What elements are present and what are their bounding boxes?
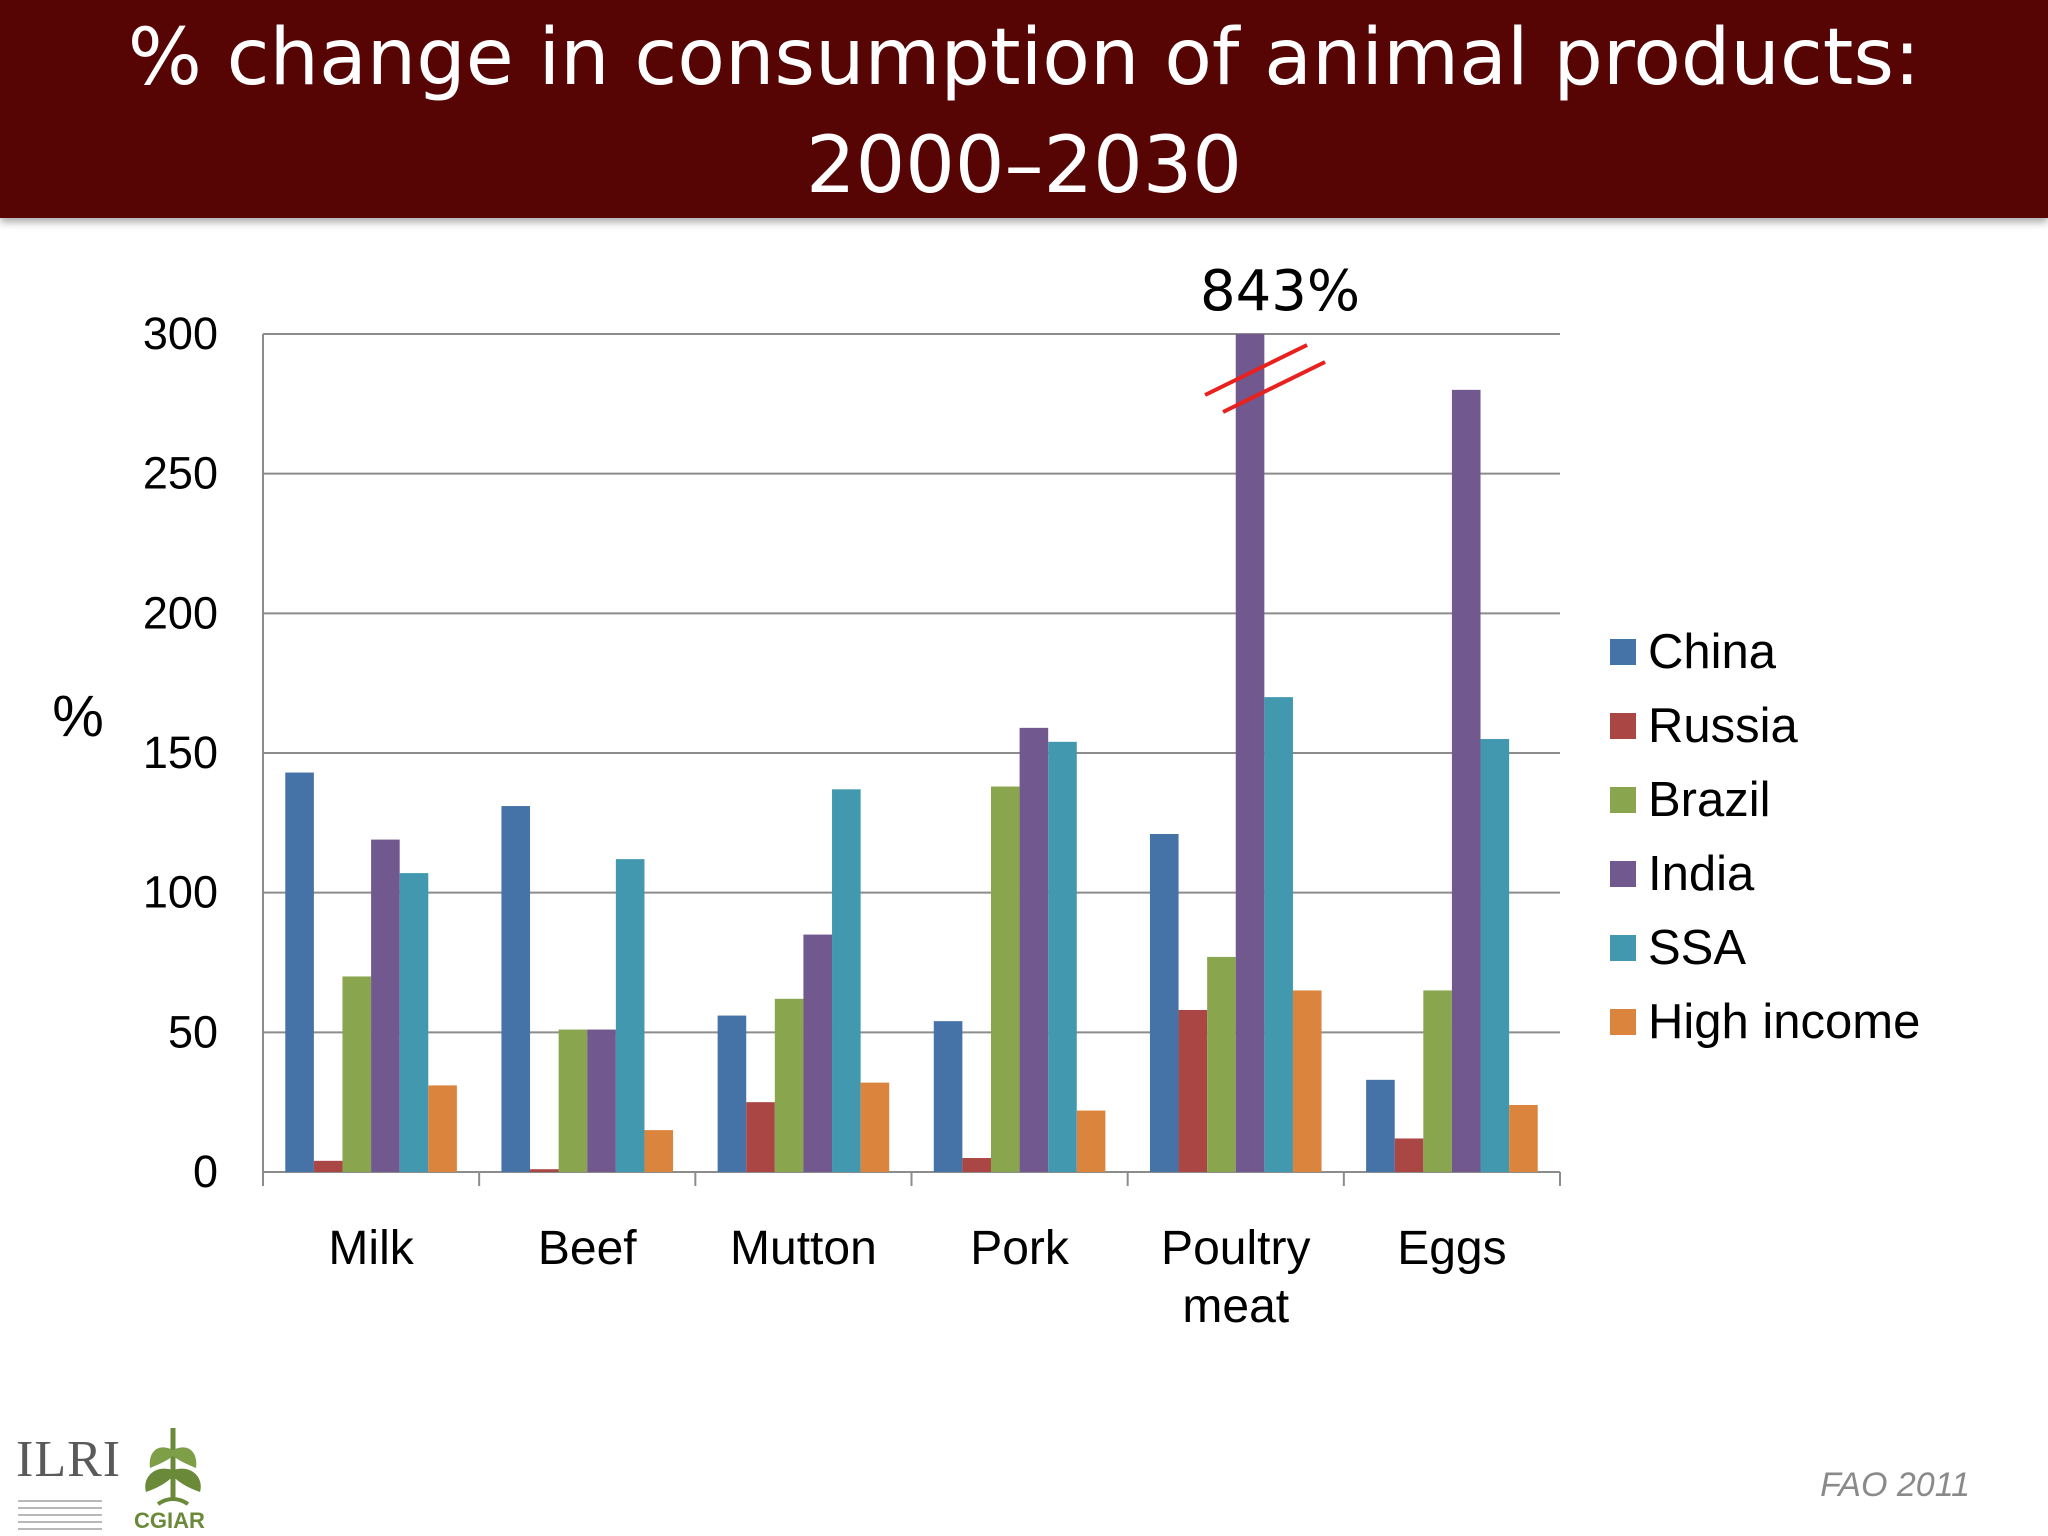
bar-mutton-india [803,934,833,1172]
legend-swatch [1610,861,1636,887]
legend-label: Brazil [1648,773,1771,827]
bar-eggs-russia [1394,1138,1424,1172]
bar-milk-india [371,839,400,1172]
x-tick-label-pork: Pork [970,1222,1070,1275]
legend-swatch [1610,935,1636,961]
bar-poultry-meat-india [1235,334,1265,1172]
bar-milk-russia [313,1160,343,1172]
ilri-logo: ILRI [16,1431,122,1488]
legend-item-russia: Russia [1610,689,1920,763]
legend-item-ssa: SSA [1610,911,1920,985]
title-bar: % change in consumption of animal produc… [0,0,2048,218]
bar-eggs-brazil [1423,990,1452,1172]
legend-item-brazil: Brazil [1610,763,1920,837]
bar-pork-high-income [1076,1110,1106,1172]
bar-mutton-high-income [860,1082,890,1172]
bar-eggs-ssa [1480,739,1510,1172]
bar-beef-ssa [615,859,645,1172]
legend-swatch [1610,639,1636,665]
x-tick-label-eggs: Eggs [1397,1222,1506,1275]
bar-pork-brazil [990,786,1020,1172]
bar-milk-china [285,772,314,1172]
bar-eggs-china [1366,1079,1395,1172]
logos: ILRI CGIAR [16,1420,226,1536]
bar-poultry-meat-russia [1178,1009,1208,1172]
legend-swatch [1610,1009,1636,1035]
legend-item-high-income: High income [1610,985,1920,1059]
cgiar-logo-text: CGIAR [134,1508,205,1533]
y-tick-label-300: 300 [143,308,218,359]
legend-label: India [1648,847,1755,901]
bar-poultry-meat-brazil [1207,956,1236,1172]
x-tick-label-poultry-meat: Poultry meat [1161,1222,1310,1333]
bar-eggs-india [1451,389,1481,1172]
y-tick-label-100: 100 [143,867,218,918]
bar-beef-russia [530,1169,559,1172]
chart-legend: China Russia Brazil India SSA High income [1610,615,1920,1059]
legend-item-india: India [1610,837,1920,911]
source-citation: FAO 2011 [1820,1466,1970,1504]
bar-milk-ssa [399,873,429,1172]
bar-beef-brazil [558,1029,588,1172]
bar-mutton-russia [746,1102,775,1172]
bar-poultry-meat-ssa [1264,697,1293,1172]
x-tick-label-mutton: Mutton [730,1222,877,1275]
legend-item-china: China [1610,615,1920,689]
ilri-logo-subtext [18,1500,102,1530]
axis-break-mark-2 [1222,360,1326,414]
bar-poultry-meat-high-income [1292,990,1322,1172]
legend-swatch [1610,713,1636,739]
legend-label: SSA [1648,921,1747,975]
bar-pork-russia [962,1158,991,1172]
cgiar-logo-icon [145,1428,201,1506]
y-tick-label-250: 250 [143,448,218,499]
page-title-line-2: 2000–2030 [805,121,1242,211]
y-tick-label-50: 50 [168,1006,218,1057]
bar-beef-china [501,806,531,1172]
y-tick-label-0: 0 [193,1146,218,1197]
page-title-line-1: % change in consumption of animal produc… [127,13,1921,103]
bar-beef-india [587,1029,616,1172]
bar-milk-high-income [428,1085,457,1172]
bar-pork-china [933,1021,963,1172]
bar-milk-brazil [342,976,372,1172]
data-label-poultry-india: 843% [1200,259,1360,324]
x-tick-label-milk: Milk [328,1222,414,1275]
bar-mutton-china [717,1015,747,1172]
y-tick-label-150: 150 [143,727,218,778]
bar-pork-india [1019,727,1049,1172]
legend-label: China [1648,625,1777,679]
y-tick-label-200: 200 [143,587,218,638]
bar-mutton-ssa [832,789,861,1172]
bar-beef-high-income [644,1130,674,1172]
bar-eggs-high-income [1509,1104,1538,1172]
bar-poultry-meat-china [1149,834,1179,1172]
bar-chart: 0 50 100 150 200 250 300% Milk Beef Mutton Pork Pou… [52,259,1561,1333]
x-tick-label-beef: Beef [538,1222,637,1275]
legend-swatch [1610,787,1636,813]
legend-label: Russia [1648,699,1798,753]
y-axis-label: % [52,684,104,749]
axis-break-mark-1 [1204,343,1308,397]
bar-mutton-brazil [774,998,804,1172]
bar-pork-ssa [1048,741,1077,1172]
legend-label: High income [1648,995,1921,1049]
